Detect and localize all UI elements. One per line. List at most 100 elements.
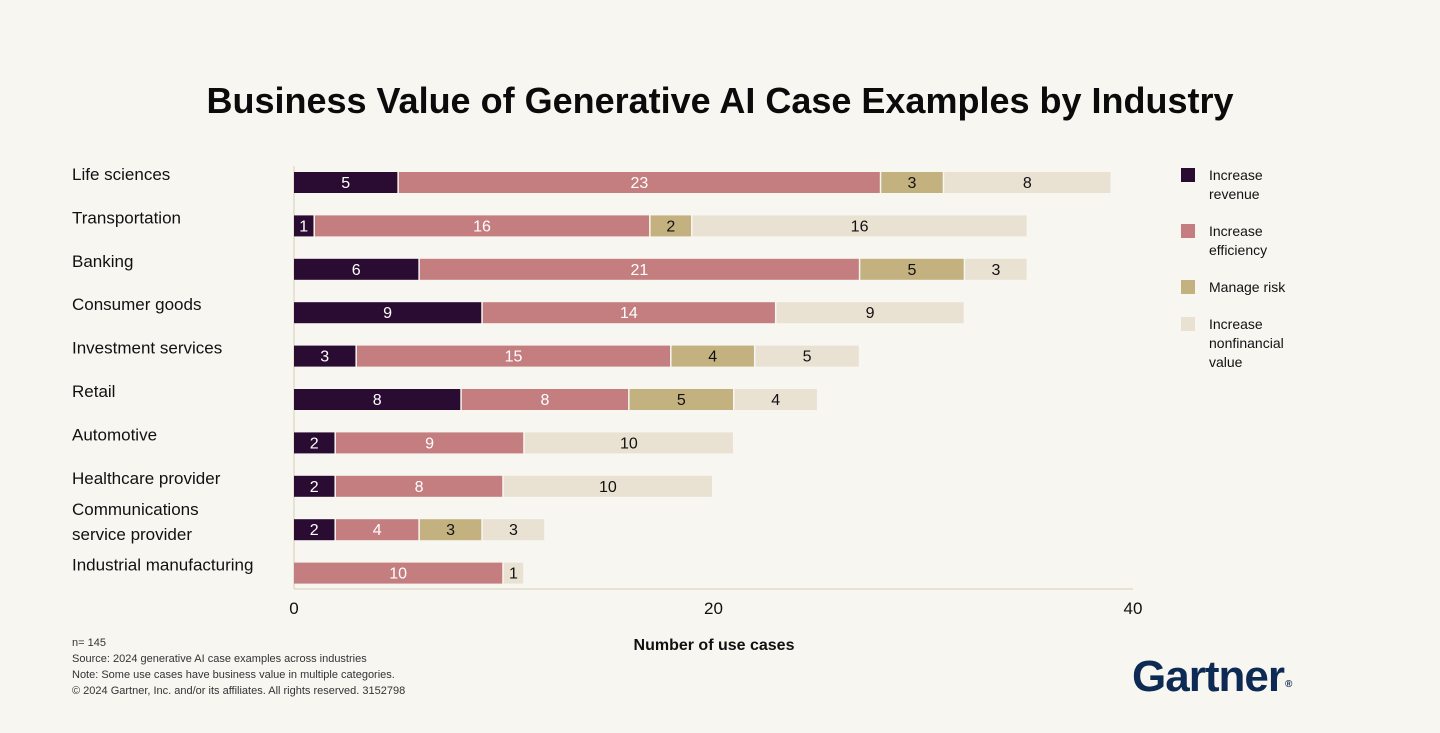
bar-segment — [294, 302, 482, 324]
data-label: 5 — [803, 349, 812, 366]
registered-mark: ® — [1284, 679, 1292, 690]
legend-label: Increase — [1209, 167, 1263, 183]
data-label: 4 — [771, 392, 780, 409]
data-label: 21 — [630, 262, 648, 279]
category-label: Communications — [72, 500, 199, 519]
data-label: 9 — [383, 305, 392, 322]
data-label: 10 — [620, 435, 638, 452]
legend-item: Manage risk — [1181, 278, 1331, 297]
category-label: Industrial manufacturing — [72, 556, 253, 575]
bar-segment — [294, 258, 419, 280]
data-label: 1 — [509, 566, 518, 583]
data-label: 3 — [446, 522, 455, 539]
data-label: 3 — [509, 522, 518, 539]
bar-segment — [335, 432, 524, 454]
bar-segment — [755, 345, 859, 367]
brand-name: Gartner — [1132, 652, 1285, 701]
category-label: Retail — [72, 382, 115, 401]
data-label: 3 — [908, 175, 917, 192]
gartner-logo: Gartner® — [1132, 652, 1292, 702]
bar-segment — [944, 172, 1111, 193]
bar-segment — [294, 389, 461, 410]
bar-segment — [314, 215, 650, 237]
data-label: 1 — [299, 218, 308, 235]
footnotes: n= 145 Source: 2024 generative AI case e… — [72, 635, 405, 699]
bar-segment — [629, 389, 733, 410]
data-label: 9 — [866, 305, 875, 322]
bar-segment — [482, 519, 545, 541]
chart-title: Business Value of Generative AI Case Exa… — [206, 80, 1234, 121]
data-label: 2 — [666, 218, 675, 235]
bar-segment — [671, 345, 754, 367]
bar-segment — [294, 519, 335, 541]
x-tick-label: 40 — [1124, 599, 1143, 618]
legend-label: nonfinancial — [1209, 335, 1284, 351]
category-label: service provider — [72, 525, 192, 544]
bar-segment — [294, 562, 503, 584]
legend-swatch — [1181, 224, 1195, 238]
data-label: 10 — [599, 479, 617, 496]
category-label: Banking — [72, 252, 133, 271]
data-label: 2 — [310, 522, 319, 539]
bar-segment — [335, 475, 503, 497]
legend-item: Increase efficiency — [1181, 222, 1331, 260]
legend-label: revenue — [1209, 186, 1260, 202]
bar-segment — [398, 172, 880, 193]
bar-segment — [965, 258, 1027, 280]
bar-segment — [482, 302, 775, 324]
legend-label: Increase — [1209, 223, 1263, 239]
data-label: 9 — [425, 435, 434, 452]
data-label: 16 — [473, 218, 491, 235]
bar-segment — [524, 432, 733, 454]
bar-segment — [881, 172, 943, 193]
data-label: 15 — [505, 349, 523, 366]
category-label: Transportation — [72, 208, 181, 227]
data-label: 8 — [415, 479, 424, 496]
category-label: Life sciences — [72, 165, 170, 184]
legend-item: Increase revenue — [1181, 166, 1331, 204]
bar-segment — [734, 389, 817, 410]
data-label: 6 — [352, 262, 361, 279]
bar-segment — [461, 389, 629, 410]
data-label: 2 — [310, 435, 319, 452]
data-label: 8 — [373, 392, 382, 409]
bar-segment — [692, 215, 1027, 237]
data-label: 3 — [320, 349, 329, 366]
legend-swatch — [1181, 168, 1195, 182]
bar-segment — [776, 302, 964, 324]
x-tick-label: 0 — [289, 599, 298, 618]
bar-segment — [419, 258, 859, 280]
data-label: 2 — [310, 479, 319, 496]
bar-segment — [419, 519, 482, 541]
chart-legend: Increase revenue Increase efficiency Manage … — [1181, 166, 1331, 390]
category-label: Consumer goods — [72, 295, 201, 314]
data-label: 8 — [1023, 175, 1032, 192]
bar-segment — [650, 215, 692, 237]
data-label: 5 — [908, 262, 917, 279]
x-tick-label: 20 — [704, 599, 723, 618]
legend-label: efficiency — [1209, 242, 1268, 258]
copyright: © 2024 Gartner, Inc. and/or its affiliat… — [72, 685, 406, 697]
bar-segment — [294, 345, 356, 367]
data-label: 8 — [540, 392, 549, 409]
data-label: 14 — [620, 305, 638, 322]
bar-segment — [503, 475, 712, 497]
source-note: Source: 2024 generative AI case examples… — [72, 653, 367, 665]
category-label: Automotive — [72, 425, 157, 444]
legend-label: value — [1209, 354, 1243, 370]
category-label: Investment services — [72, 339, 222, 358]
data-label: 4 — [708, 349, 717, 366]
data-label: 5 — [677, 392, 686, 409]
data-label: 3 — [991, 262, 1000, 279]
bar-segment — [294, 475, 335, 497]
sample-size: n= 145 — [72, 637, 106, 649]
bar-segment — [294, 432, 335, 454]
category-label: Healthcare provider — [72, 469, 221, 488]
bar-segment — [503, 562, 524, 584]
legend-swatch — [1181, 317, 1195, 331]
x-axis-label: Number of use cases — [634, 637, 795, 654]
legend-item: Increase nonfinancial value — [1181, 315, 1331, 372]
bar-segment — [860, 258, 964, 280]
legend-label: Increase — [1209, 316, 1263, 332]
